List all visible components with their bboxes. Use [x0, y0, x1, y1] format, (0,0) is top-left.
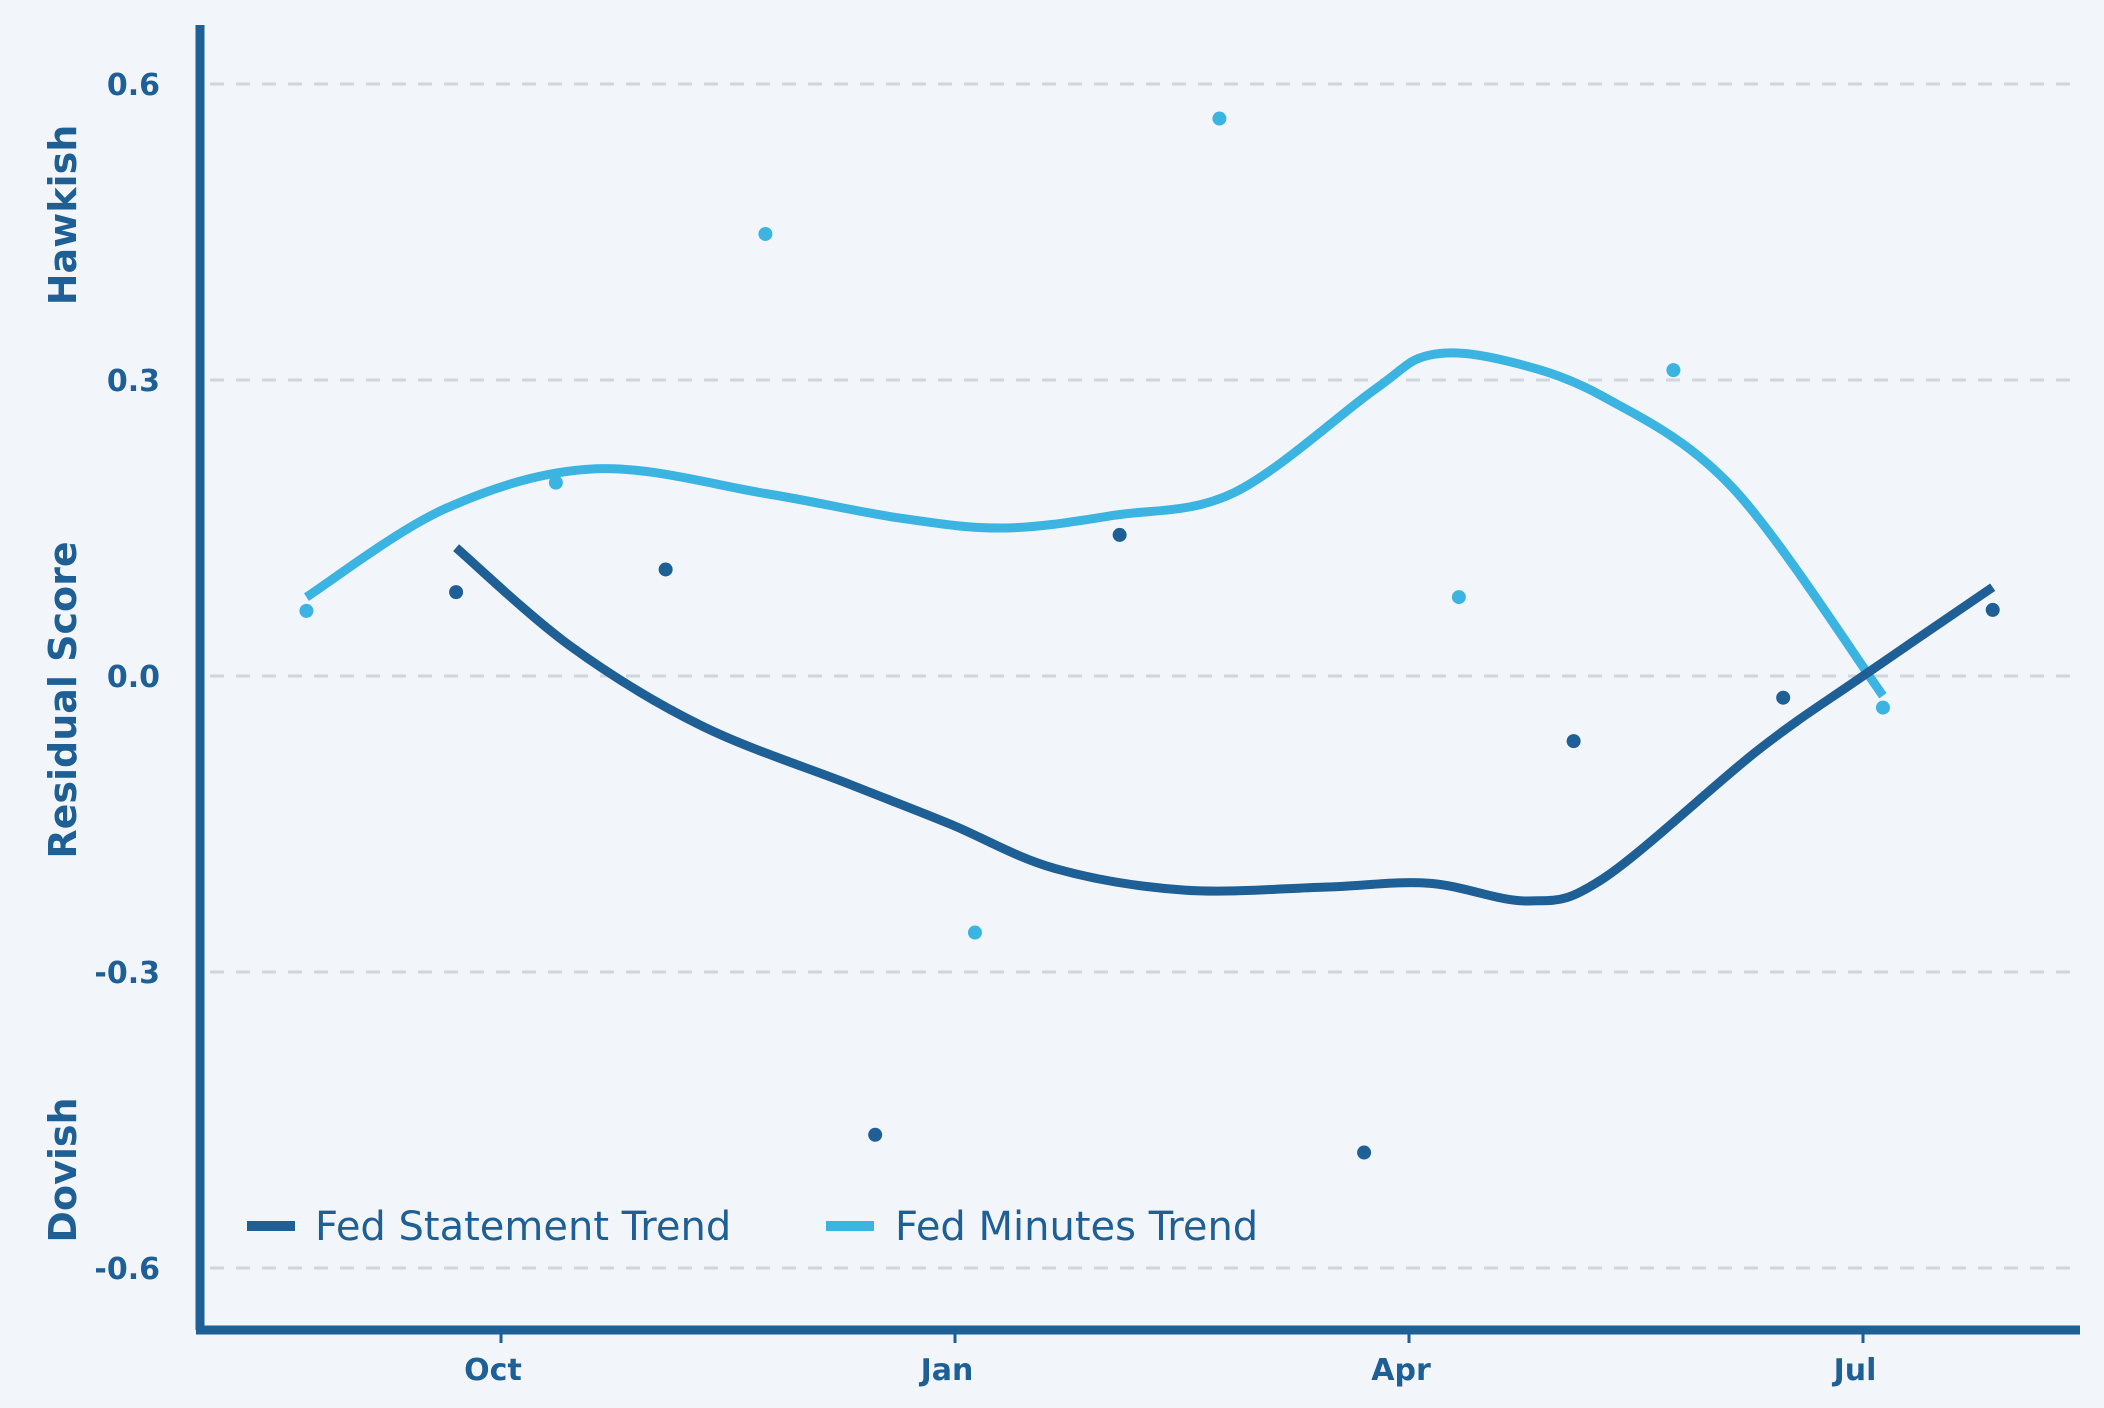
y-axis-labels: Hawkish Residual Score Dovish [41, 125, 85, 1243]
y-tick-label: 0.0 [107, 660, 160, 695]
minutes-point [758, 226, 773, 241]
legend-label-statement: Fed Statement Trend [315, 1204, 731, 1250]
trend-lines [303, 348, 1996, 906]
minutes-point [967, 925, 982, 940]
statement-point [1357, 1145, 1372, 1160]
y-axis-label-top: Hawkish [41, 125, 85, 306]
statement-point [1776, 690, 1791, 705]
minutes-point [1875, 700, 1890, 715]
statement-point [1112, 527, 1127, 542]
statement-point [1985, 602, 2000, 617]
y-tick-labels: 0.6 0.3 0.0 -0.3 -0.6 [94, 68, 160, 1287]
legend: Fed Statement Trend Fed Minutes Trend [247, 1204, 1258, 1250]
statement-point [1566, 734, 1581, 749]
statement-point [658, 562, 673, 577]
minutes-point [548, 475, 563, 490]
statement-point [868, 1127, 883, 1142]
x-tick-labels: Oct Jan Apr Jul [464, 1334, 1876, 1388]
minutes-point [1451, 590, 1466, 605]
y-axis-label-bottom: Dovish [41, 1097, 85, 1242]
statement-point [449, 585, 464, 600]
x-tick-label: Jul [1832, 1353, 1877, 1388]
minutes-point [1212, 111, 1227, 126]
x-tick-label: Apr [1371, 1353, 1431, 1388]
statement-trend-line [453, 544, 1996, 906]
minutes-point [1666, 363, 1681, 378]
minutes-point [299, 603, 314, 618]
legend-label-minutes: Fed Minutes Trend [895, 1204, 1258, 1250]
y-tick-label: 0.6 [107, 68, 160, 103]
scatter-points [299, 111, 2000, 1160]
y-axis-label: Residual Score [41, 541, 85, 858]
y-tick-label: -0.3 [94, 956, 160, 991]
y-tick-label: 0.3 [107, 364, 160, 399]
x-tick-label: Jan [919, 1353, 974, 1388]
axes [195, 25, 2080, 1335]
y-tick-label: -0.6 [94, 1252, 160, 1287]
x-tick-label: Oct [464, 1353, 522, 1388]
minutes-trend-line [303, 348, 1887, 699]
grid-layer [210, 82, 2080, 1270]
